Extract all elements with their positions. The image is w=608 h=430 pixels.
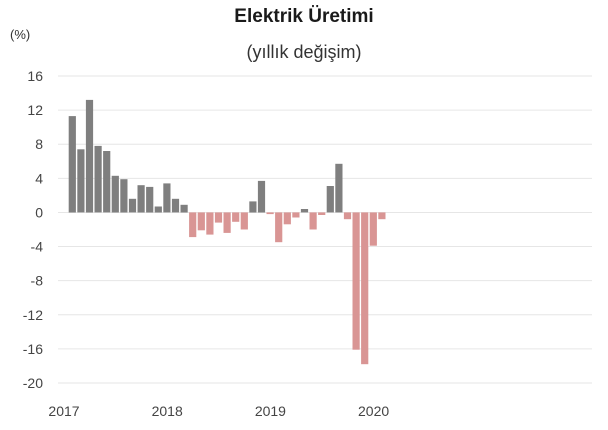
bar-2019-08 <box>335 163 343 213</box>
y-tick-label: -12 <box>23 307 43 323</box>
bar-2017-02 <box>77 149 85 213</box>
bar-2017-07 <box>120 179 128 213</box>
x-tick-label-2018: 2018 <box>152 403 183 419</box>
bar-2018-05 <box>206 212 214 235</box>
bars <box>68 99 386 365</box>
y-tick-label: 4 <box>35 170 43 186</box>
y-tick-label: 16 <box>27 68 43 84</box>
y-tick-labels: 16 12 8 4 0 -4 -8 -12 -16 -20 <box>23 68 43 391</box>
bar-2018-06 <box>214 212 223 223</box>
bar-2018-09 <box>240 212 248 230</box>
bar-2017-05 <box>103 151 111 213</box>
bar-2018-07 <box>223 212 231 233</box>
bar-2019-04 <box>300 209 309 213</box>
x-tick-labels: 2017 2018 2019 2020 <box>48 403 389 419</box>
bar-2019-01 <box>275 212 283 243</box>
bar-2018-03 <box>189 212 197 238</box>
x-tick-label-2019: 2019 <box>255 403 286 419</box>
y-tick-label: -4 <box>31 239 44 255</box>
bar-2017-01 <box>68 116 76 213</box>
y-axis-unit-label: (%) <box>10 27 31 42</box>
bar-2019-02 <box>283 212 291 225</box>
y-tick-label: -16 <box>23 341 43 357</box>
bar-2019-05 <box>309 212 317 230</box>
y-tick-label: -8 <box>31 273 44 289</box>
bar-2018-02 <box>180 204 188 213</box>
bar-2019-11 <box>361 212 369 365</box>
bar-2019-06 <box>318 212 326 215</box>
bar-2018-10 <box>249 201 257 213</box>
bar-2017-04 <box>94 145 102 213</box>
x-tick-label-2020: 2020 <box>358 403 389 419</box>
bar-2017-06 <box>111 175 119 213</box>
bar-2019-12 <box>369 212 377 246</box>
bar-2018-11 <box>257 180 266 213</box>
y-tick-label: 8 <box>35 136 43 152</box>
grid-lines <box>58 75 592 384</box>
y-tick-label: 0 <box>35 204 43 220</box>
bar-2018-12 <box>266 212 274 215</box>
bar-2020-01 <box>378 212 386 220</box>
y-tick-label: -20 <box>23 375 43 391</box>
bar-2019-03 <box>292 212 300 218</box>
bar-2017-03 <box>85 99 94 213</box>
y-tick-label: 12 <box>27 102 43 118</box>
bar-2017-12 <box>163 183 171 213</box>
chart-subtitle: (yıllık değişim) <box>246 42 362 62</box>
bar-2018-04 <box>197 212 205 231</box>
bar-2019-09 <box>343 212 352 220</box>
bar-2017-10 <box>146 186 154 213</box>
chart-title: Elektrik Üretimi <box>234 6 374 27</box>
bar-2017-09 <box>137 185 145 213</box>
bar-2018-08 <box>232 212 240 222</box>
bar-2019-10 <box>352 212 360 350</box>
x-tick-label-2017: 2017 <box>48 403 79 419</box>
bar-2017-11 <box>154 206 162 213</box>
bar-2017-08 <box>128 198 137 213</box>
bar-2019-07 <box>326 186 334 213</box>
bar-2018-01 <box>171 198 180 213</box>
